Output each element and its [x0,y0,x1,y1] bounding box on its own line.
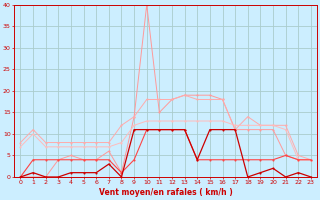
X-axis label: Vent moyen/en rafales ( km/h ): Vent moyen/en rafales ( km/h ) [99,188,233,197]
